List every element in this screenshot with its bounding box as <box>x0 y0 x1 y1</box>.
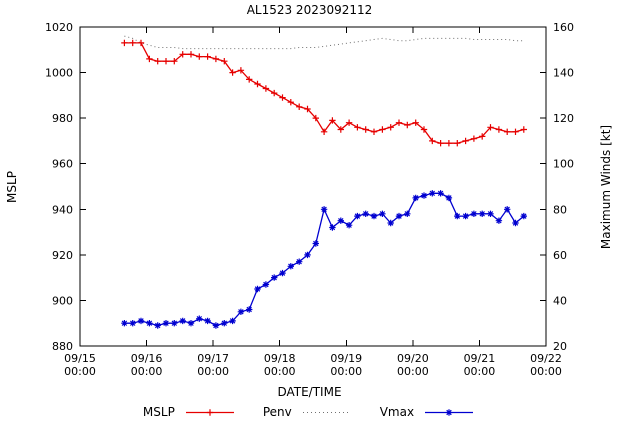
y-right-tick-label: 40 <box>553 294 567 307</box>
x-tick-time: 00:00 <box>264 365 296 378</box>
y-left-tick-label: 1000 <box>45 67 73 80</box>
x-tick-time: 00:00 <box>197 365 229 378</box>
y-left-tick-label: 960 <box>52 158 73 171</box>
x-tick-time: 00:00 <box>397 365 429 378</box>
series-markers-vmax <box>121 190 527 329</box>
x-tick-time: 00:00 <box>131 365 163 378</box>
x-tick-date: 09/19 <box>330 352 362 365</box>
legend-label-vmax: Vmax <box>379 405 415 419</box>
y-left-tick-label: 880 <box>52 340 73 353</box>
legend: MSLP Penv Vmax <box>0 405 619 419</box>
x-tick-date: 09/18 <box>264 352 296 365</box>
x-tick-date: 09/16 <box>131 352 163 365</box>
x-tick-date: 09/22 <box>530 352 562 365</box>
legend-item-mslp: MSLP <box>143 405 237 419</box>
series-markers-mslp <box>121 39 527 147</box>
x-tick-date: 09/17 <box>197 352 229 365</box>
plot-border <box>79 26 547 347</box>
x-axis-label: DATE/TIME <box>277 385 342 399</box>
series-vmax <box>121 190 527 329</box>
y-left-tick-label: 900 <box>52 294 73 307</box>
legend-item-penv: Penv <box>263 405 354 419</box>
legend-sample-mslp-line <box>185 408 234 416</box>
series-mslp <box>121 39 527 147</box>
x-tick-time: 00:00 <box>464 365 496 378</box>
x-tick-date: 09/21 <box>464 352 496 365</box>
y-right-tick-label: 80 <box>553 203 567 216</box>
x-tick-time: 00:00 <box>64 365 96 378</box>
y-axis-label-right: Maximum Winds [kt] <box>599 124 613 250</box>
x-tick-time: 00:00 <box>530 365 562 378</box>
y-right-tick-label: 140 <box>553 67 574 80</box>
y-right-tick-label: 20 <box>553 340 567 353</box>
y-right-tick-label: 100 <box>553 158 574 171</box>
legend-item-vmax: Vmax <box>380 405 476 419</box>
y-left-tick-label: 940 <box>52 203 73 216</box>
x-tick-date: 09/20 <box>397 352 429 365</box>
y-axis-label-left: MSLP <box>5 171 19 203</box>
x-tick-date: 09/15 <box>64 352 96 365</box>
y-left-tick-label: 1020 <box>45 21 73 34</box>
y-right-tick-label: 60 <box>553 249 567 262</box>
chart-title: AL1523 2023092112 <box>246 3 373 17</box>
legend-sample-penv-line <box>302 411 351 413</box>
x-tick-time: 00:00 <box>330 365 362 378</box>
legend-sample-vmax-line <box>425 408 474 416</box>
legend-label-mslp: MSLP <box>142 405 175 419</box>
legend-label-penv: Penv <box>262 405 292 419</box>
y-left-tick-label: 920 <box>52 249 73 262</box>
y-right-tick-label: 160 <box>553 21 574 34</box>
y-right-tick-label: 120 <box>553 112 574 125</box>
series-penv <box>124 35 524 50</box>
y-left-tick-label: 980 <box>52 112 73 125</box>
